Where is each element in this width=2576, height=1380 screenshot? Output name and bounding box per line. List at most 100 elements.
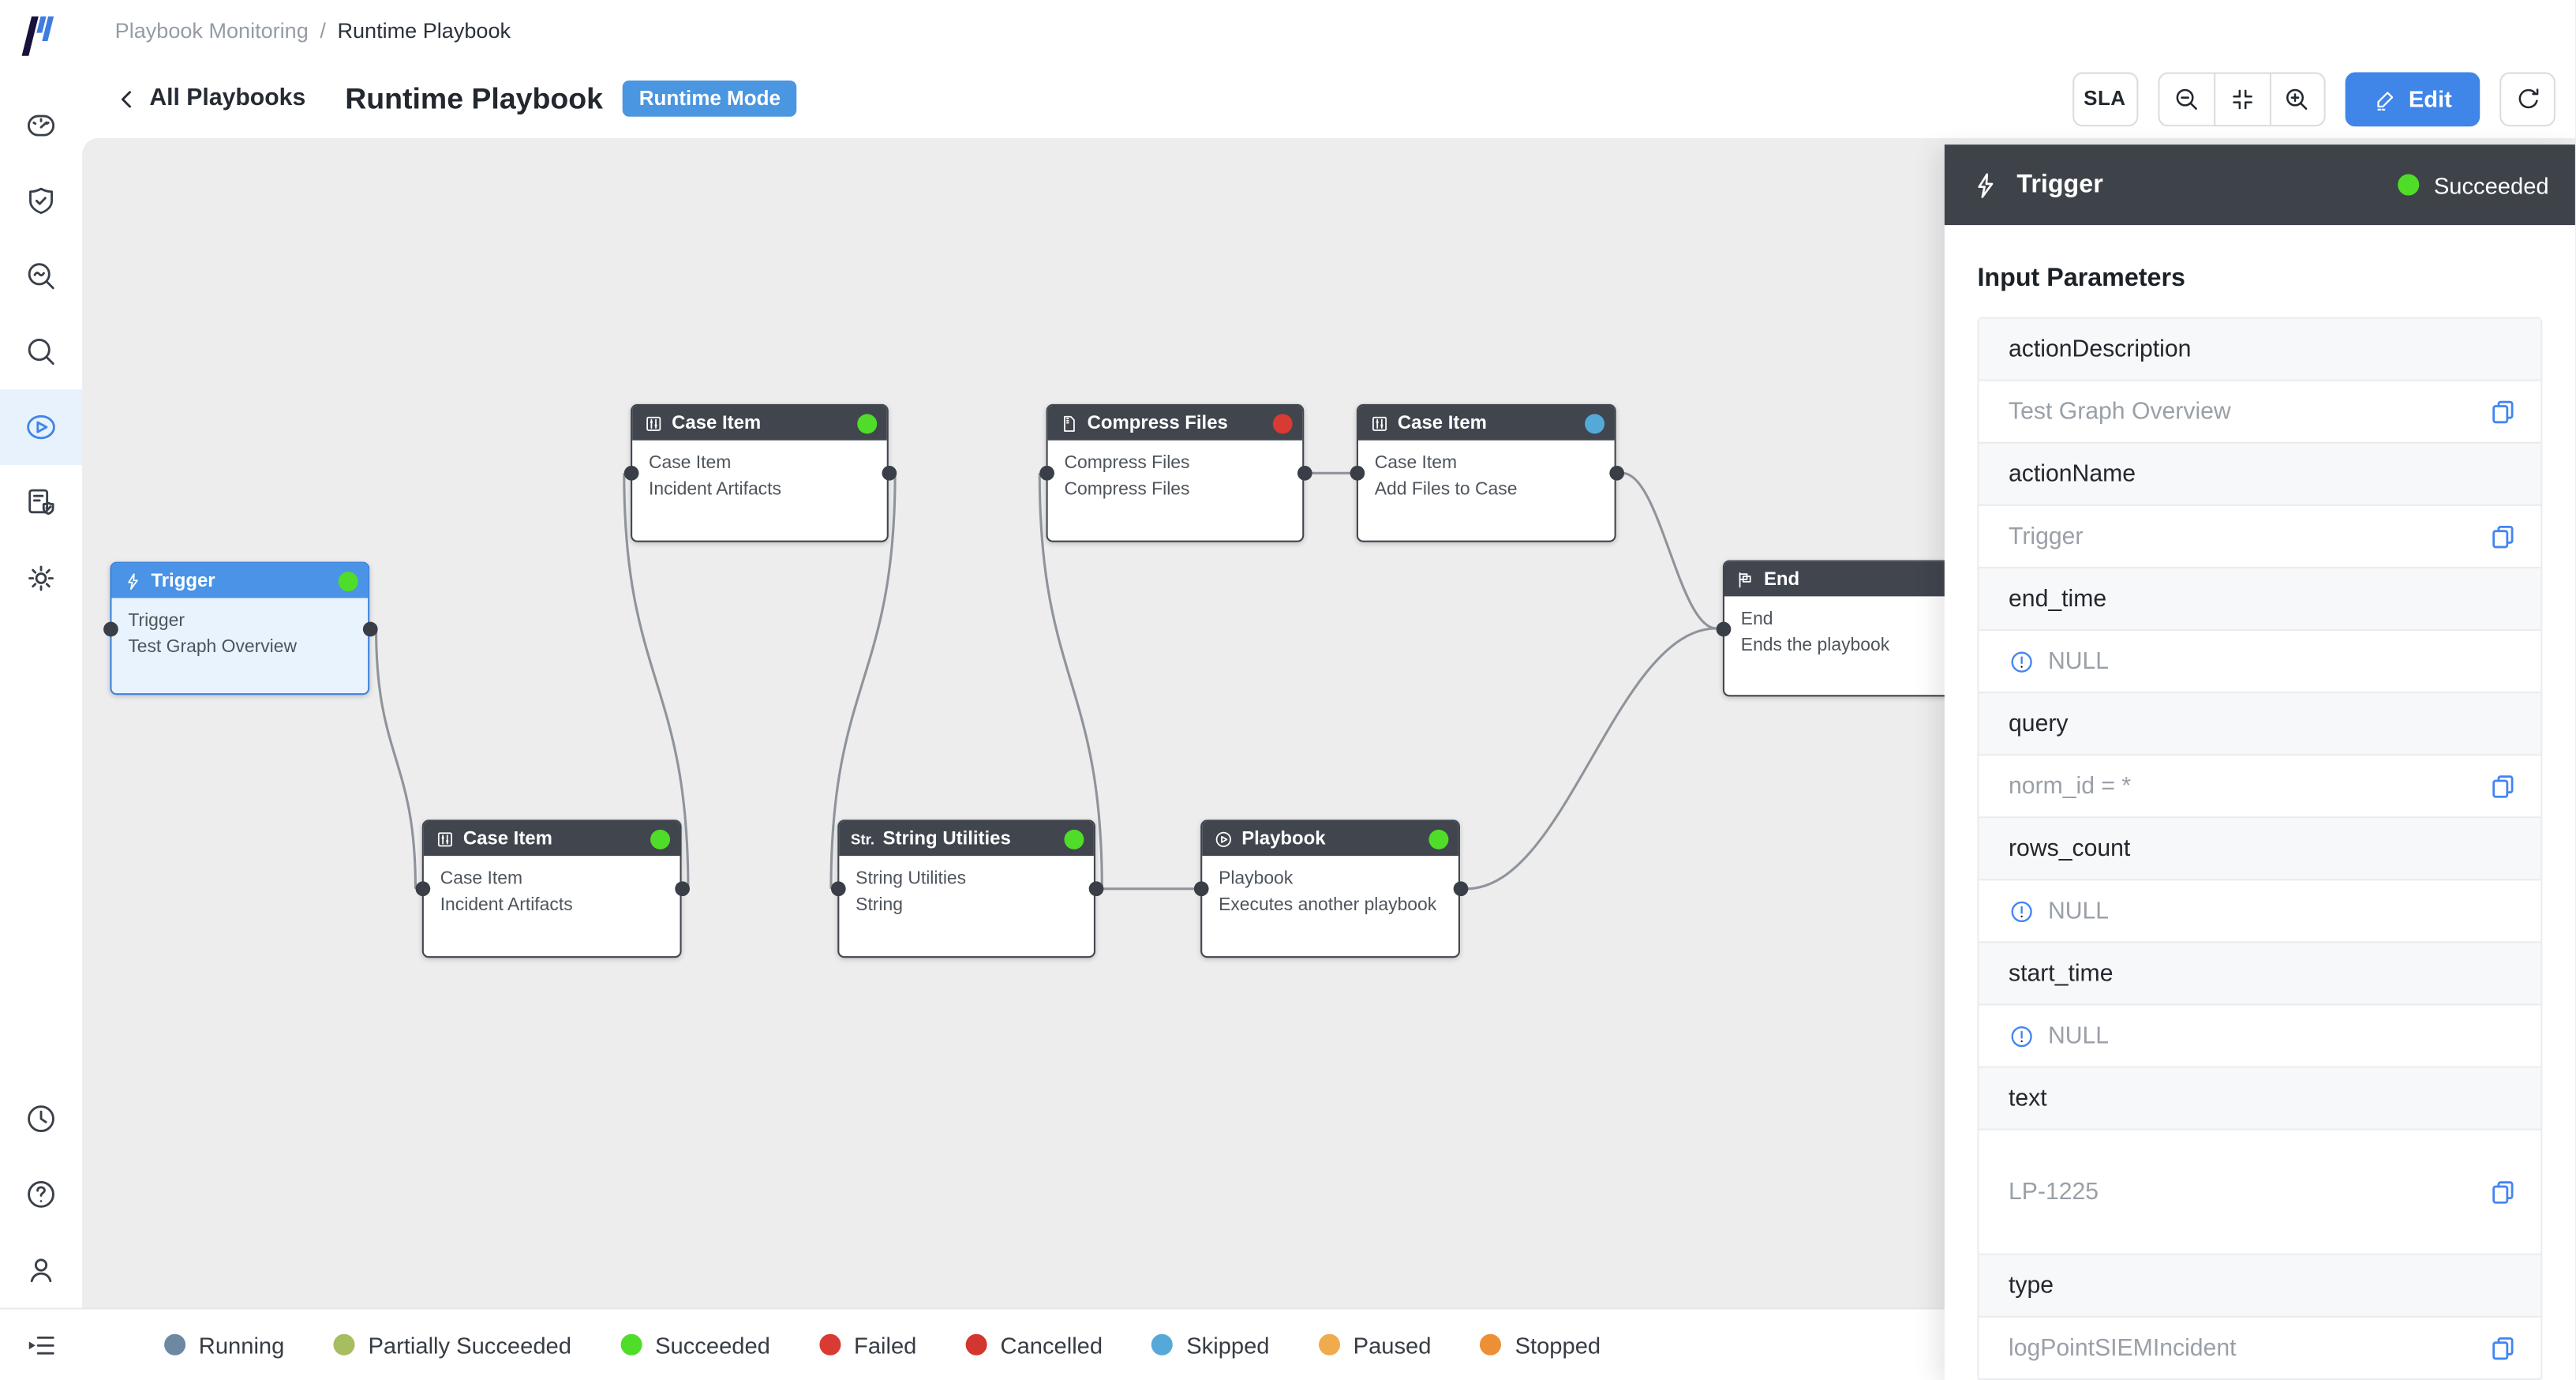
sidebar-item-shield-check[interactable] (0, 163, 82, 238)
legend-item-running: Running (164, 1332, 284, 1358)
refresh-button[interactable] (2499, 71, 2555, 126)
node-description: Compress Files Compress Files (1064, 453, 1190, 499)
param-value: Test Graph Overview (1979, 381, 2541, 444)
input-port (103, 621, 118, 636)
user-icon (30, 1258, 52, 1283)
status-dot (2398, 174, 2420, 196)
edge-string-utilities-to-compress-files (1038, 473, 1103, 889)
sla-button[interactable]: SLA (2072, 71, 2138, 126)
param-value-text: norm_id = * (2009, 773, 2132, 800)
breadcrumb-section[interactable]: Playbook Monitoring (114, 17, 309, 43)
runtime-mode-badge: Runtime Mode (622, 80, 797, 117)
refresh-icon (2518, 88, 2538, 108)
sliders-icon (1372, 415, 1387, 430)
zoom-out-button[interactable] (2157, 71, 2214, 126)
fit-view-button[interactable] (2213, 71, 2269, 126)
copy-icon[interactable] (2488, 1333, 2518, 1363)
output-port (1296, 465, 1312, 481)
node-case-item-2[interactable]: Case Item Case Item Add Files to Case (1349, 403, 1624, 542)
param-value: NULL (1979, 880, 2541, 943)
lightning-icon (128, 572, 138, 590)
copy-icon[interactable] (2488, 522, 2518, 551)
input-port (1039, 465, 1054, 481)
node-end[interactable]: End End Ends the playbook (1715, 560, 1990, 697)
legend-item-stopped: Stopped (1480, 1332, 1601, 1358)
node-description: Case Item Add Files to Case (1374, 453, 1518, 499)
param-key: rows_count (1979, 818, 2541, 881)
edit-button[interactable]: Edit (2344, 71, 2481, 126)
node-description: Case Item Incident Artifacts (440, 868, 573, 915)
node-description: Trigger Test Graph Overview (128, 611, 298, 657)
param-key: actionDescription (1979, 318, 2541, 381)
flag-icon (1739, 571, 1751, 587)
info-icon (2011, 900, 2032, 921)
details-panel-header: Trigger Succeeded (1944, 144, 2575, 226)
sidebar-item-collapse[interactable] (0, 1307, 83, 1380)
details-panel-body: Input Parameters actionDescription Test G… (1945, 225, 2575, 1380)
param-value: logPointSIEMIncident (1979, 1317, 2541, 1380)
legend-dot (965, 1333, 987, 1356)
sidebar-item-report-shield[interactable] (0, 465, 82, 541)
gauge-icon (27, 114, 55, 137)
help-icon (28, 1180, 54, 1208)
sidebar-item-clock[interactable] (0, 1081, 82, 1157)
copy-icon[interactable] (2488, 1177, 2518, 1206)
sidebar-item-gauge[interactable] (0, 87, 82, 163)
sidebar-item-help[interactable] (0, 1157, 82, 1232)
fit-view-icon (2232, 88, 2252, 109)
sidebar-item-search[interactable] (0, 313, 82, 389)
param-value-text: NULL (2047, 1022, 2110, 1049)
node-trigger[interactable]: Trigger Trigger Test Graph Overview (103, 561, 377, 696)
node-string-utilities[interactable]: Str. String Utilities String Utilities Stri… (829, 819, 1103, 958)
copy-icon[interactable] (2488, 397, 2518, 426)
legend-label: Succeeded (655, 1331, 770, 1358)
input-parameters-heading: Input Parameters (1977, 264, 2185, 293)
node-case-item-1[interactable]: Case Item Case Item Incident Artifacts (623, 403, 897, 542)
input-port (1715, 621, 1731, 636)
report-shield-icon (28, 489, 54, 516)
node-title: Playbook (1241, 828, 1326, 849)
node-playbook[interactable]: Playbook Playbook Executes another playboo… (1193, 819, 1468, 958)
node-case-item-3[interactable]: Case Item Case Item Incident Artifacts (414, 819, 689, 958)
node-compress-files[interactable]: Compress Files Compress Files Compress Fil… (1039, 403, 1312, 542)
search-icon (28, 339, 54, 366)
str-icon: Str. (850, 830, 875, 847)
back-button[interactable]: All Playbooks (115, 85, 305, 112)
gear-icon (28, 565, 54, 591)
breadcrumb-separator: / (320, 17, 326, 43)
sidebar-item-user[interactable] (0, 1232, 82, 1308)
status-label: Succeeded (2433, 171, 2549, 198)
zoom-in-button[interactable] (2268, 71, 2325, 126)
legend-item-cancelled: Cancelled (965, 1331, 1103, 1358)
node-title: Case Item (672, 413, 762, 433)
node-description: String Utilities String (856, 868, 967, 915)
node-description: End Ends the playbook (1740, 609, 1890, 655)
param-key: text (1979, 1067, 2541, 1131)
page-title: Runtime Playbook (345, 81, 603, 114)
zoom-controls (2157, 71, 2325, 126)
param-value-text: logPointSIEMIncident (2009, 1334, 2237, 1362)
logpoint-logo[interactable] (21, 15, 61, 58)
param-value-text: Trigger (2009, 523, 2084, 550)
legend-label: Cancelled (1000, 1331, 1103, 1358)
status-legend: Running Partially Succeeded Succeeded Faile… (82, 1307, 1945, 1380)
details-panel: Trigger Succeeded Input Parameters actio… (1944, 144, 2575, 1380)
legend-dot (333, 1333, 355, 1356)
edge-trigger-to-case-item-3 (374, 628, 417, 889)
sidebar-item-gear[interactable] (0, 541, 82, 617)
breadcrumb: Playbook Monitoring / Runtime Playbook (82, 0, 2575, 59)
node-status-dot-skipped (1585, 413, 1605, 433)
legend-label: Failed (854, 1331, 917, 1358)
toolbar: All Playbooks Runtime Playbook Runtime M… (82, 58, 2575, 138)
sidebar-item-search-insight[interactable] (0, 238, 82, 314)
param-value: Trigger (1979, 505, 2541, 569)
copy-icon[interactable] (2488, 771, 2518, 801)
input-port (829, 881, 845, 897)
sidebar-item-play-circle[interactable] (0, 389, 83, 465)
edit-label: Edit (2408, 85, 2452, 112)
input-port (1193, 881, 1208, 897)
node-status-dot-succeeded (857, 413, 878, 433)
zoom-out-icon (2175, 88, 2196, 109)
node-status-dot-failed (1272, 413, 1293, 433)
